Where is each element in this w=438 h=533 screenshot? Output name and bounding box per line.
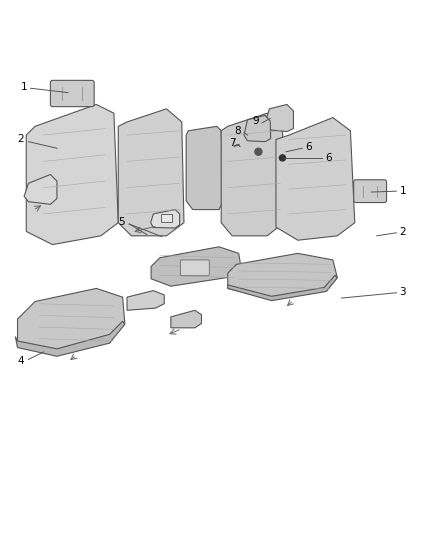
Polygon shape [171,310,201,328]
Polygon shape [265,104,293,132]
Polygon shape [24,174,57,204]
Text: 1: 1 [21,82,28,92]
Text: 2: 2 [18,134,25,144]
Polygon shape [244,115,271,142]
Polygon shape [127,290,164,310]
Polygon shape [15,321,125,356]
Text: 5: 5 [118,217,125,227]
Bar [161,214,172,222]
Polygon shape [18,288,125,354]
Circle shape [279,155,286,161]
Polygon shape [26,104,118,245]
FancyBboxPatch shape [180,260,209,276]
Text: 7: 7 [229,138,236,148]
Text: 6: 6 [305,142,312,152]
Text: 8: 8 [234,126,241,136]
Polygon shape [151,247,241,286]
Polygon shape [276,118,355,240]
FancyBboxPatch shape [354,180,386,203]
Text: 3: 3 [399,287,406,297]
Polygon shape [151,209,180,228]
Polygon shape [221,113,284,236]
Polygon shape [186,126,223,209]
Polygon shape [228,275,337,301]
Polygon shape [228,253,337,300]
Text: 9: 9 [252,116,259,126]
FancyBboxPatch shape [50,80,94,107]
Circle shape [255,148,262,155]
Text: 6: 6 [325,153,332,163]
Text: 1: 1 [399,186,406,196]
Polygon shape [118,109,184,236]
Text: 4: 4 [18,356,25,366]
Text: 2: 2 [399,228,406,237]
